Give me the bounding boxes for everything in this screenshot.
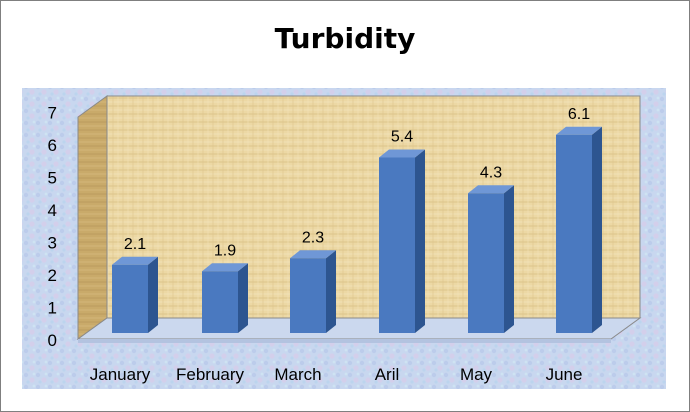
data-label: 5.4: [391, 129, 413, 146]
y-tick-label: 7: [48, 104, 57, 123]
bar-top: [556, 126, 602, 135]
y-tick-label: 5: [48, 169, 57, 188]
bar: [556, 126, 602, 333]
floor-edge: [78, 339, 611, 343]
bar-front: [379, 157, 415, 333]
x-category-label: May: [460, 365, 493, 384]
x-category-label: February: [176, 365, 245, 384]
data-label: 2.3: [302, 229, 324, 246]
category-labels: January February March Aril May June: [90, 365, 583, 384]
y-tick-label: 0: [48, 331, 57, 350]
y-tick-label: 4: [48, 201, 57, 220]
data-label: 6.1: [568, 106, 590, 123]
y-axis-ticks: 0 1 2 3 4 5 6 7: [48, 104, 57, 351]
y-tick-label: 2: [48, 266, 57, 285]
bar-top: [290, 250, 336, 259]
bar-top: [112, 256, 158, 265]
bar: [379, 149, 425, 333]
data-label: 2.1: [124, 236, 146, 253]
bar-side: [148, 256, 158, 333]
bar-top: [202, 263, 248, 272]
bar: [468, 185, 514, 333]
bar: [290, 250, 336, 333]
bar-front: [468, 193, 504, 333]
y-tick-label: 1: [48, 299, 57, 318]
bar-front: [112, 264, 148, 333]
x-category-label: January: [90, 365, 151, 384]
bars: [112, 126, 602, 333]
bar-side: [238, 263, 248, 333]
x-category-label: June: [546, 365, 583, 384]
data-label: 1.9: [214, 242, 236, 259]
floor: [76, 317, 642, 340]
bar-side: [326, 250, 336, 333]
chart-title: Turbidity: [274, 22, 416, 55]
side-wall: [77, 95, 108, 340]
bar-front: [290, 258, 326, 333]
bar-front: [202, 271, 238, 333]
bar-side: [504, 185, 514, 333]
y-tick-label: 3: [48, 234, 57, 253]
data-labels: 2.1 1.9 2.3 5.4 4.3 6.1: [124, 106, 590, 260]
bar: [112, 256, 158, 333]
data-label: 4.3: [480, 164, 502, 181]
bar-front: [556, 134, 592, 333]
bar-top: [468, 185, 514, 194]
bar-side: [592, 126, 602, 333]
bar: [202, 263, 248, 333]
x-category-label: March: [274, 365, 321, 384]
x-category-label: Aril: [375, 365, 400, 384]
bar-side: [415, 149, 425, 333]
bar-top: [379, 149, 425, 158]
y-tick-label: 6: [48, 136, 57, 155]
